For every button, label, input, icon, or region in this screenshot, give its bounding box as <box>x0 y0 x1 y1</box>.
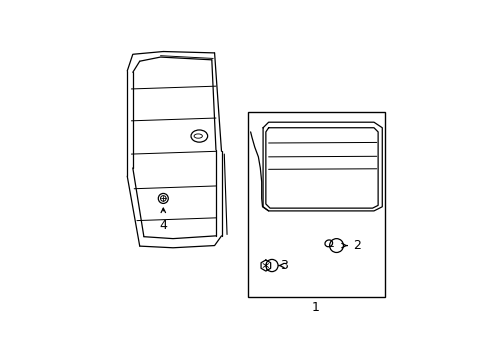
Text: 1: 1 <box>311 301 319 314</box>
Text: 4: 4 <box>159 219 167 232</box>
Bar <box>247 112 384 297</box>
Text: 2: 2 <box>352 239 360 252</box>
Text: 3: 3 <box>280 259 288 272</box>
